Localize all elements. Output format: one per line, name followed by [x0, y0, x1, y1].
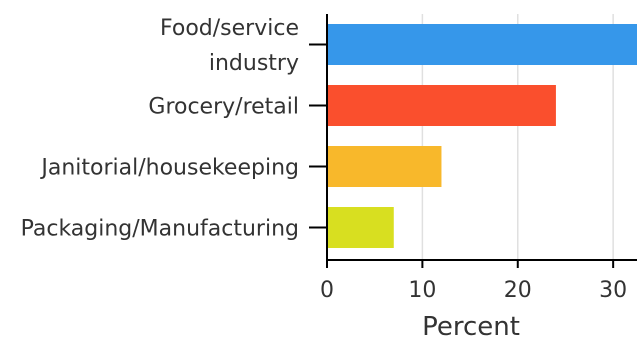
- category-label: Packaging/Manufacturing: [21, 217, 299, 242]
- x-axis-title: Percent: [422, 312, 520, 341]
- category-label: Food/service: [160, 16, 299, 41]
- category-label: Grocery/retail: [148, 95, 299, 120]
- bar: [327, 146, 441, 187]
- x-tick-label: 10: [408, 278, 436, 303]
- x-tick-label: 30: [599, 278, 627, 303]
- category-label: industry: [209, 51, 299, 76]
- category-label: Janitorial/housekeeping: [39, 156, 299, 181]
- category-labels: Food/service industry Grocery/retail Janito…: [21, 16, 327, 242]
- x-tick-label: 20: [504, 278, 532, 303]
- bar: [327, 24, 637, 65]
- x-tick-labels: 0 10 20 30: [320, 260, 627, 303]
- bar: [327, 207, 394, 248]
- bars: [327, 24, 637, 248]
- x-tick-label: 0: [320, 278, 334, 303]
- bar: [327, 85, 556, 126]
